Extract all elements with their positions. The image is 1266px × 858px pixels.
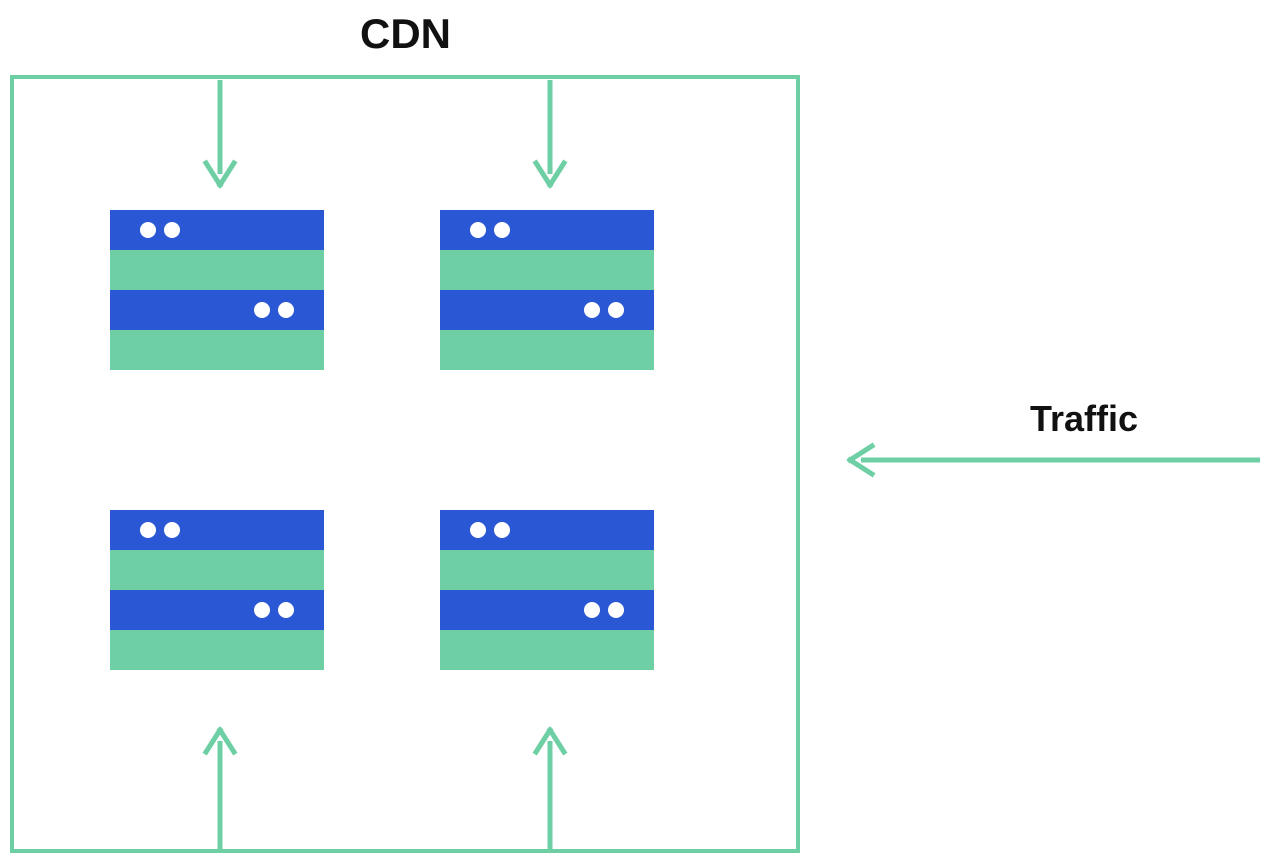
cdn-diagram: CDNTraffic [0, 0, 1266, 858]
arrow-traffic [0, 0, 1266, 858]
